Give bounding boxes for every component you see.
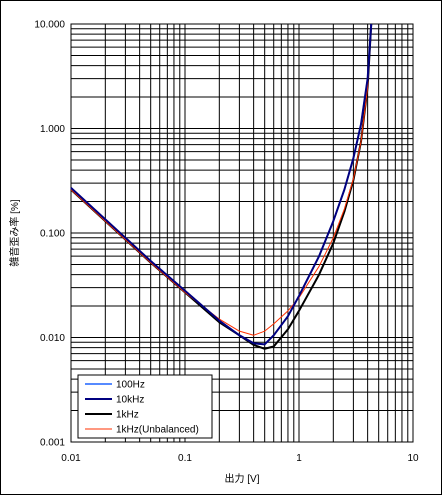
legend-label: 1kHz [116, 410, 139, 421]
series-line-1 [70, 23, 373, 346]
series-line-3 [70, 23, 372, 336]
x-axis-label: 出力 [V] [224, 472, 259, 485]
y-tick-label: 1.000 [40, 124, 65, 135]
legend-box [77, 374, 213, 439]
plot-border [70, 23, 414, 443]
y-tick-label: 0.010 [40, 333, 65, 344]
x-tick-label: 10 [407, 453, 419, 464]
y-tick-label: 0.100 [40, 229, 65, 240]
x-tick-labels: 0.01 0.1 1 10 [61, 453, 419, 464]
legend-label: 1kHz(Unbalanced) [116, 425, 199, 436]
x-tick-label: 1 [296, 453, 302, 464]
legend-label: 10kHz [116, 395, 144, 406]
grid [71, 24, 413, 442]
series-group [70, 23, 373, 350]
y-axis-label: 雑音歪み率 [%] [8, 199, 21, 266]
x-tick-label: 0.01 [61, 453, 81, 464]
x-tick-label: 0.1 [178, 453, 192, 464]
legend-label: 100Hz [116, 380, 145, 391]
legend: 100Hz 10kHz 1kHz 1kHz(Unbalanced) [77, 374, 213, 439]
y-tick-label: 10.000 [34, 20, 65, 31]
y-tick-label: 0.001 [40, 438, 65, 449]
y-tick-labels: 0.001 0.010 0.100 1.000 10.000 [34, 20, 65, 449]
